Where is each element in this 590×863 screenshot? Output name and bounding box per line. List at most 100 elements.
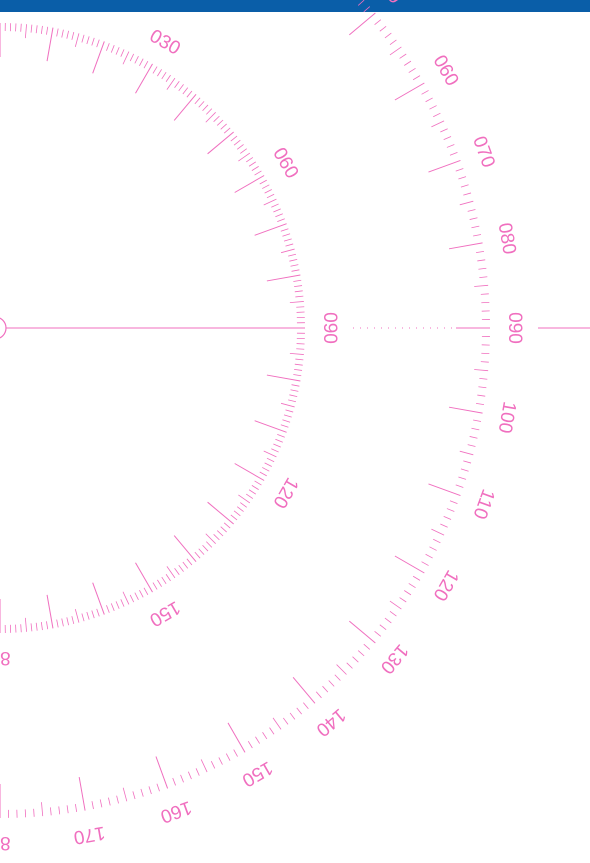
tick-mark [166,77,176,90]
tick-mark [152,66,158,74]
tick-mark [74,33,80,48]
tick-mark [379,26,387,32]
tick-mark [266,374,301,382]
tick-mark [251,166,259,171]
outer-ring-label-11: 160 [157,796,194,827]
tick-mark [75,804,78,813]
tick-mark [289,301,304,304]
tick-mark [275,213,283,218]
tick-mark [156,783,160,792]
tick-mark [202,544,209,552]
tick-mark [129,53,135,62]
tick-mark [280,424,289,428]
tick-mark [230,135,238,142]
outer-ring-label-5: 100 [494,400,520,435]
side-label [0,70,7,260]
tick-mark [61,618,64,627]
tick-mark [469,217,478,220]
tick-mark [66,30,69,39]
tick-mark [348,12,376,36]
tick-mark [446,144,455,148]
tick-mark [289,394,298,397]
tick-mark [155,756,169,789]
tick-mark [352,656,359,663]
outer-ring-label-13: 80 [0,832,11,853]
tick-mark [92,41,105,74]
tick-mark [206,108,213,115]
tick-mark [165,74,171,82]
tick-mark [460,184,469,188]
tick-mark [463,460,472,464]
tick-mark [440,128,448,133]
tick-mark [182,561,189,569]
tick-mark [20,624,22,633]
tick-mark [443,515,452,520]
outer-ring-label-6: 110 [468,486,498,522]
tick-mark [425,97,433,103]
tick-mark [296,306,305,308]
tick-mark [251,485,259,490]
tick-mark [134,56,139,64]
tick-mark [81,34,85,43]
tick-mark [108,797,111,806]
tick-mark [293,279,302,282]
inner-ring-label-1: 060 [268,144,302,182]
tick-mark [46,26,49,35]
tick-mark [139,58,144,66]
outer-ring-label-12: 170 [72,822,107,848]
tick-mark [66,805,69,814]
tick-mark [66,617,69,626]
tick-mark [477,394,486,397]
tick-mark [280,248,295,254]
tick-mark [225,753,231,761]
tick-mark [240,148,247,154]
tick-mark [479,276,488,279]
tick-mark [238,152,251,162]
tick-mark [473,234,482,237]
tick-mark [294,363,303,366]
tick-mark [288,399,297,403]
tick-mark [161,576,167,585]
tick-mark [180,774,184,783]
tick-mark [134,592,139,600]
tick-mark [33,808,35,817]
tick-mark [96,608,100,617]
tick-mark [24,24,27,39]
tick-mark [46,621,49,630]
tick-mark [40,622,43,631]
tick-mark [280,402,295,408]
tick-mark [429,546,437,551]
tick-mark [412,575,421,581]
tick-mark [106,43,110,51]
tick-mark [363,643,371,650]
tick-mark [178,564,184,572]
tick-mark [285,409,294,413]
tick-mark [263,450,277,458]
tick-mark [346,662,353,669]
outer-ring-label-9: 140 [312,704,350,740]
tick-mark [254,420,287,433]
tick-mark [277,218,285,222]
tick-mark [254,170,262,176]
tick-mark [186,90,193,98]
tick-mark [282,717,289,725]
tick-mark [289,259,298,262]
tick-mark [238,494,251,504]
outer-ring-label-0: 0 [383,0,406,8]
tick-mark [303,702,309,710]
tick-mark [35,25,38,34]
tick-mark [148,786,152,795]
tick-mark [277,434,285,438]
tick-mark [186,558,193,566]
tick-mark [280,228,289,232]
tick-mark [328,680,335,687]
tick-mark [236,144,244,150]
tick-mark [474,284,489,287]
tick-mark [248,161,257,167]
tick-mark [166,566,176,579]
tick-mark [205,112,216,123]
tick-mark [220,526,227,533]
tick-mark [143,587,149,595]
tick-mark [255,736,260,744]
